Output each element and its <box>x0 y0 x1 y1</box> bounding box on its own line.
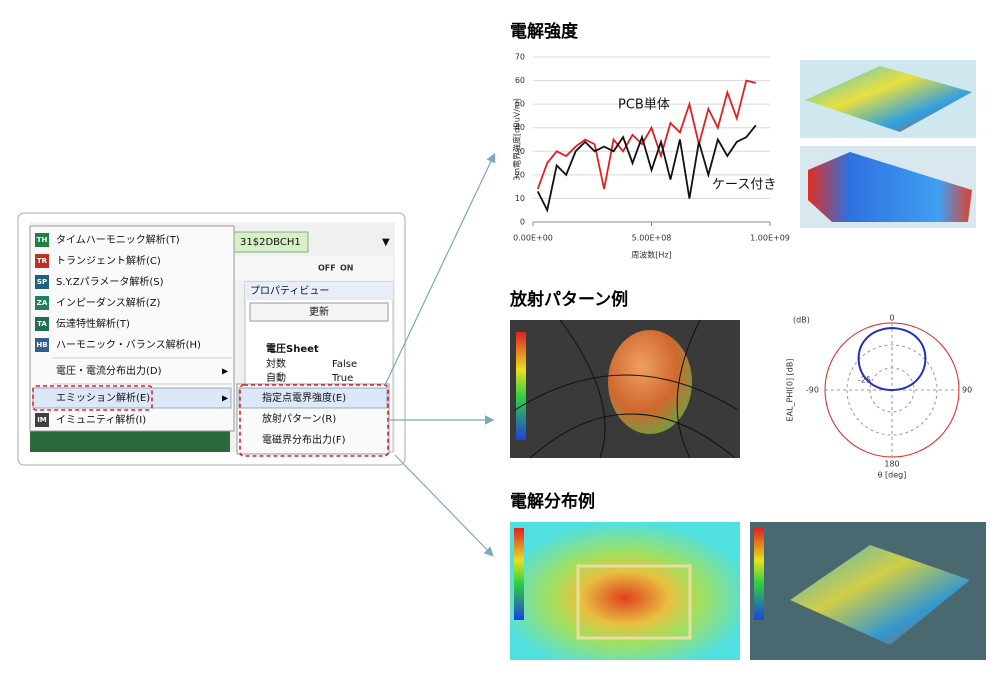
toolbar-button[interactable]: ON <box>340 264 354 273</box>
y-tick-label: 70 <box>515 53 525 62</box>
line-chart: 0 10 20 30 40 50 60 70 0.00E+00 5.00E+08 1.00E+09 周… <box>512 53 790 260</box>
submenu-label[interactable]: 電磁界分布出力(F) <box>262 433 346 446</box>
series-line <box>536 79 756 190</box>
y-tick-label: 10 <box>515 194 525 203</box>
polar-label: -90 <box>806 386 819 395</box>
y-tick-label: 40 <box>515 123 525 132</box>
menu-label: S.Y.Zパラメータ解析(S) <box>56 275 164 288</box>
highlight-box <box>32 385 153 411</box>
menu-label: 電圧・電流分布出力(D) <box>56 364 162 377</box>
icon-label: IM <box>37 416 47 424</box>
icon-label: ZA <box>37 299 48 307</box>
series-line <box>536 124 757 213</box>
render-box <box>808 152 972 222</box>
toolbar-button[interactable]: OFF <box>318 264 336 273</box>
arrow <box>384 152 496 386</box>
polar-label: -25 <box>858 376 871 385</box>
button-label: 更新 <box>309 305 329 318</box>
sheet-name: 電圧Sheet <box>266 343 319 355</box>
series-label: ケース付き <box>712 178 776 193</box>
property-name: 自動 <box>266 371 286 384</box>
y-tick-label: 60 <box>515 76 525 85</box>
menu-label: エミッション解析(E) <box>56 391 150 404</box>
tab-label: 31$2DBCH1 <box>240 237 301 248</box>
section-heading: 放射パターン例 <box>509 289 628 310</box>
submenu-arrow: ▶ <box>222 394 229 403</box>
y-tick-label: 20 <box>515 170 525 179</box>
pcb-preview <box>30 430 230 452</box>
radiation-lobe <box>608 330 692 434</box>
property-value: False <box>332 359 357 370</box>
menu-label: 伝達特性解析(T) <box>56 317 130 330</box>
menu-icon <box>35 413 49 427</box>
menu-icon <box>35 233 49 247</box>
polar-unit: (dB) <box>793 316 810 325</box>
submenu: 指定点電界強度(E) 放射パターン(R) 電磁界分布出力(F) <box>262 391 346 446</box>
x-tick-label: 0.00E+00 <box>513 234 553 243</box>
x-tick-label: 1.00E+09 <box>750 234 790 243</box>
polar-y-label: EAL_PHI[0] [dB] <box>786 359 795 422</box>
y-tick-label: 50 <box>515 100 525 109</box>
menu-icon <box>35 254 49 268</box>
polar-x-label: θ [deg] <box>878 471 907 480</box>
polar-chart: (dB) 0 -25 -90 90 180 θ [deg] EAL_PHI[0]… <box>786 314 973 480</box>
color-legend <box>514 528 524 620</box>
icon-label: TR <box>37 257 48 265</box>
x-axis-label: 周波数[Hz] <box>631 250 671 260</box>
submenu-label[interactable]: 放射パターン(R) <box>262 412 336 425</box>
arrow <box>394 454 494 557</box>
menu-label: ハーモニック・バランス解析(H) <box>56 338 201 351</box>
y-axis-label: 3m電界強度[dBuV/m] <box>512 98 522 181</box>
color-legend <box>754 528 764 620</box>
y-tick-label: 30 <box>515 147 525 156</box>
icon-label: SP <box>37 278 47 286</box>
dropdown-arrow: ▼ <box>382 237 390 248</box>
menu-label: トランジェント解析(C) <box>56 254 161 267</box>
menu-icon <box>35 296 49 310</box>
menu-icon <box>35 275 49 289</box>
mesh-line <box>514 319 739 459</box>
series-label: PCB単体 <box>618 97 670 113</box>
menu-label: タイムハーモニック解析(T) <box>56 233 180 246</box>
menu-icon <box>35 317 49 331</box>
submenu-highlight <box>238 387 388 409</box>
submenu-label[interactable]: 指定点電界強度(E) <box>262 391 346 404</box>
polar-ring <box>846 344 938 436</box>
icon-label: TH <box>37 236 48 244</box>
toolbar <box>233 256 393 280</box>
panel-title: プロパティビュー <box>250 285 329 297</box>
pattern-curve <box>857 326 927 391</box>
polar-label: 180 <box>884 460 899 469</box>
submenu-arrow: ▶ <box>222 367 229 376</box>
panel-header <box>245 282 393 300</box>
polar-label: 90 <box>962 386 972 395</box>
render-pcb <box>805 66 972 132</box>
menu-label: イミュニティ解析(I) <box>56 413 146 426</box>
section-heading: 電解強度 <box>510 21 579 42</box>
x-tick-label: 5.00E+08 <box>632 234 672 243</box>
context-menu: TH タイムハーモニック解析(T) TR トランジェント解析(C) SP S.Y.Zパラメ… <box>29 225 235 432</box>
icon-label: HB <box>36 341 47 349</box>
y-tick-label: 0 <box>520 218 525 227</box>
polar-label: 0 <box>889 314 894 323</box>
update-button[interactable] <box>249 302 389 322</box>
icon-label: TA <box>37 320 47 328</box>
section-heading: 電解分布例 <box>510 491 595 512</box>
field-vectors <box>790 545 970 645</box>
color-legend <box>516 332 526 440</box>
field-board <box>576 564 692 640</box>
property-name: 対数 <box>266 357 286 370</box>
property-value: True <box>331 373 353 384</box>
menu-icon <box>35 338 49 352</box>
menu-label: インピーダンス解析(Z) <box>56 296 161 309</box>
